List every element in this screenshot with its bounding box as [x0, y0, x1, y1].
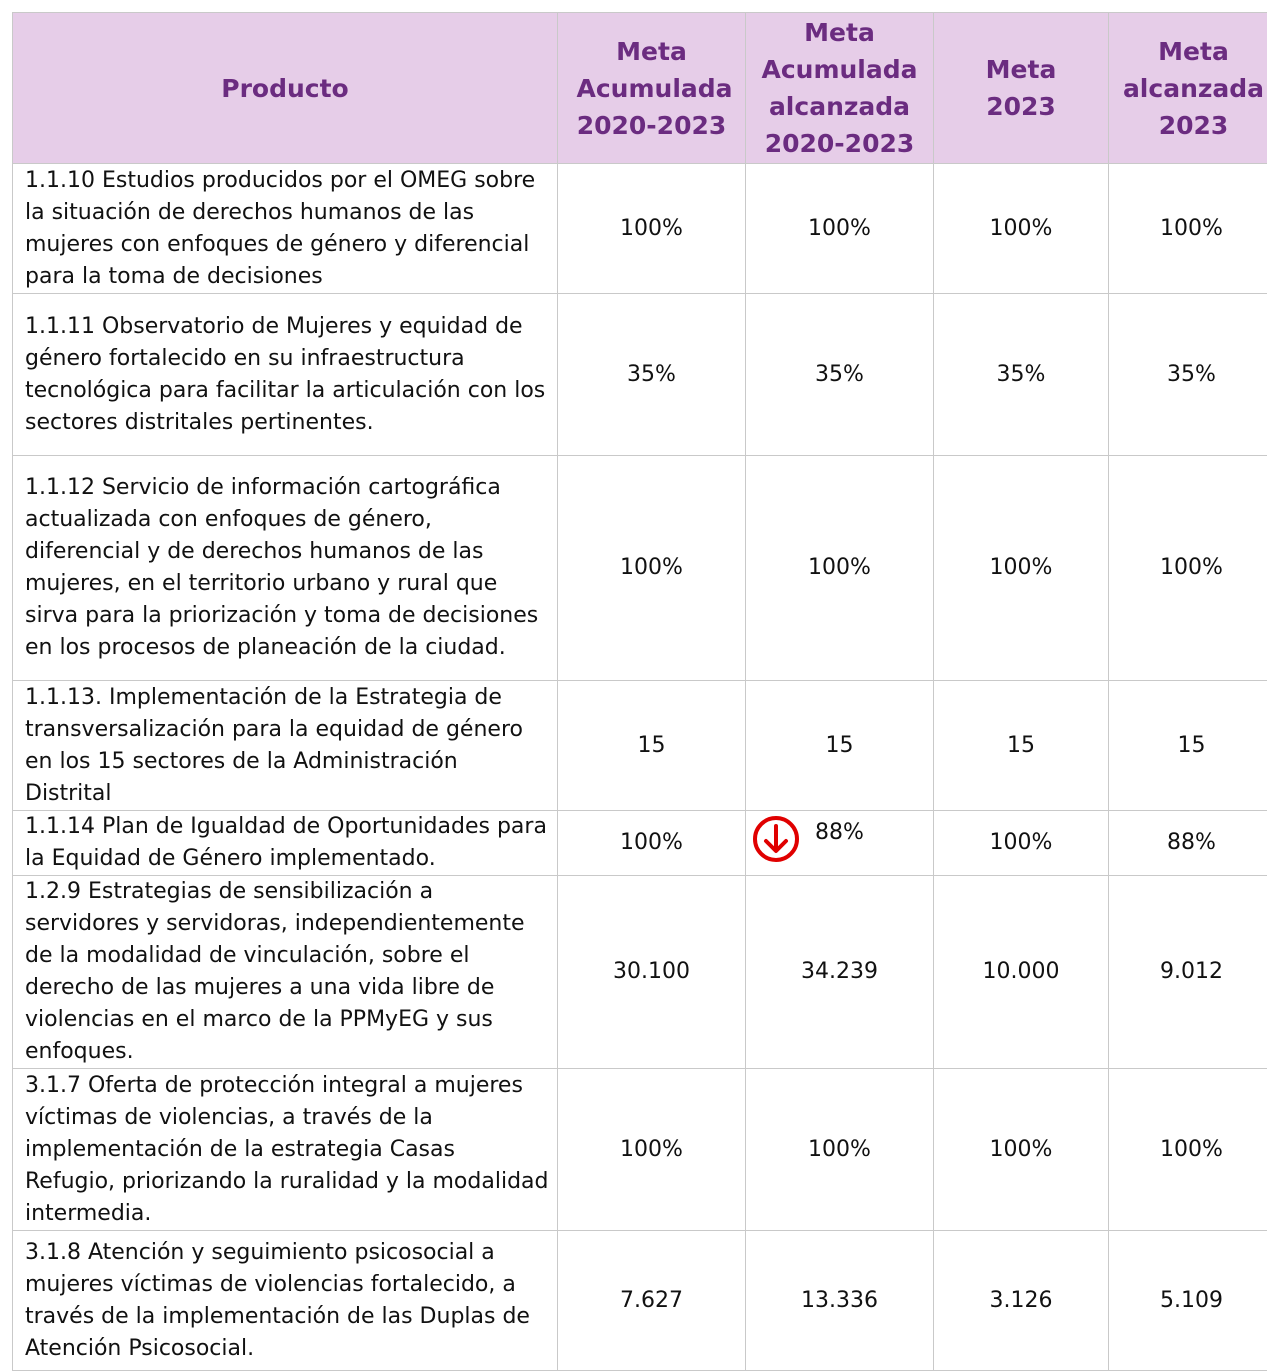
value-cell: 88%	[1109, 811, 1267, 876]
table-body: 1.1.10 Estudios producidos por el OMEG s…	[13, 164, 1267, 1371]
product-cell: 1.2.9 Estrategias de sensibilización a s…	[13, 876, 558, 1069]
value-cell: 15	[1109, 681, 1267, 811]
value-cell: 15	[558, 681, 746, 811]
value-cell: 34.239	[746, 876, 934, 1069]
value-cell: 9.012	[1109, 876, 1267, 1069]
value-cell: 35%	[558, 294, 746, 456]
header-text: Meta Acumulada 2020-2023	[577, 33, 727, 144]
table-row: 1.1.14 Plan de Igualdad de Oportunidades…	[13, 811, 1267, 876]
header-cell: Meta Acumulada 2020-2023	[558, 13, 746, 164]
down-arrow-icon	[751, 814, 801, 864]
value-cell: 100%	[1109, 164, 1267, 294]
value-cell: 35%	[746, 294, 934, 456]
table-row: 1.1.13. Implementación de la Estrategia …	[13, 681, 1267, 811]
table-row: 1.1.11 Observatorio de Mujeres y equidad…	[13, 294, 1267, 456]
product-cell: 1.1.10 Estudios producidos por el OMEG s…	[13, 164, 558, 294]
header-text: Producto	[25, 70, 545, 107]
header-cell: Meta 2023	[934, 13, 1109, 164]
table-row: 3.1.7 Oferta de protección integral a mu…	[13, 1069, 1267, 1231]
value-cell: 3.126	[934, 1231, 1109, 1371]
header-text: Meta 2023	[976, 51, 1066, 125]
value-cell: 5.109	[1109, 1231, 1267, 1371]
value-cell: 100%	[746, 456, 934, 681]
value-cell: 15	[746, 681, 934, 811]
value-cell: 13.336	[746, 1231, 934, 1371]
value-cell: 10.000	[934, 876, 1109, 1069]
header-row: Producto Meta Acumulada 2020-2023 Meta Acu…	[13, 13, 1267, 164]
header-text: Meta Acumulada alcanzada 2020-2023	[760, 14, 920, 162]
value-cell: 100%	[1109, 1069, 1267, 1231]
product-cell: 1.1.12 Servicio de información cartográf…	[13, 456, 558, 681]
data-table: Producto Meta Acumulada 2020-2023 Meta Acu…	[12, 12, 1267, 1371]
value-cell: 100%	[558, 164, 746, 294]
product-cell: 3.1.7 Oferta de protección integral a mu…	[13, 1069, 558, 1231]
value-cell: 100%	[746, 1069, 934, 1231]
product-cell: 3.1.8 Atención y seguimiento psicosocial…	[13, 1231, 558, 1371]
header-cell: Meta Acumulada alcanzada 2020-2023	[746, 13, 934, 164]
table-row: 1.2.9 Estrategias de sensibilización a s…	[13, 876, 1267, 1069]
value-cell: 35%	[934, 294, 1109, 456]
table-row: 1.1.10 Estudios producidos por el OMEG s…	[13, 164, 1267, 294]
value-cell: 100%	[934, 456, 1109, 681]
value-cell: 100%	[934, 164, 1109, 294]
product-cell: 1.1.14 Plan de Igualdad de Oportunidades…	[13, 811, 558, 876]
header-text: Meta alcanzada 2023	[1121, 33, 1266, 144]
value-cell: 30.100	[558, 876, 746, 1069]
value-cell: 100%	[1109, 456, 1267, 681]
value-cell: 100%	[934, 1069, 1109, 1231]
table-row: 3.1.8 Atención y seguimiento psicosocial…	[13, 1231, 1267, 1371]
value-cell: 100%	[934, 811, 1109, 876]
value-cell: 100%	[558, 1069, 746, 1231]
value-cell: 100%	[746, 164, 934, 294]
product-cell: 1.1.13. Implementación de la Estrategia …	[13, 681, 558, 811]
value-cell: 15	[934, 681, 1109, 811]
value-cell: 100%	[558, 456, 746, 681]
value-cell: 35%	[1109, 294, 1267, 456]
table-row: 1.1.12 Servicio de información cartográf…	[13, 456, 1267, 681]
value-cell: 7.627	[558, 1231, 746, 1371]
header-cell: Producto	[13, 13, 558, 164]
header-cell: Meta alcanzada 2023	[1109, 13, 1267, 164]
value-cell: 100%	[558, 811, 746, 876]
product-cell: 1.1.11 Observatorio de Mujeres y equidad…	[13, 294, 558, 456]
